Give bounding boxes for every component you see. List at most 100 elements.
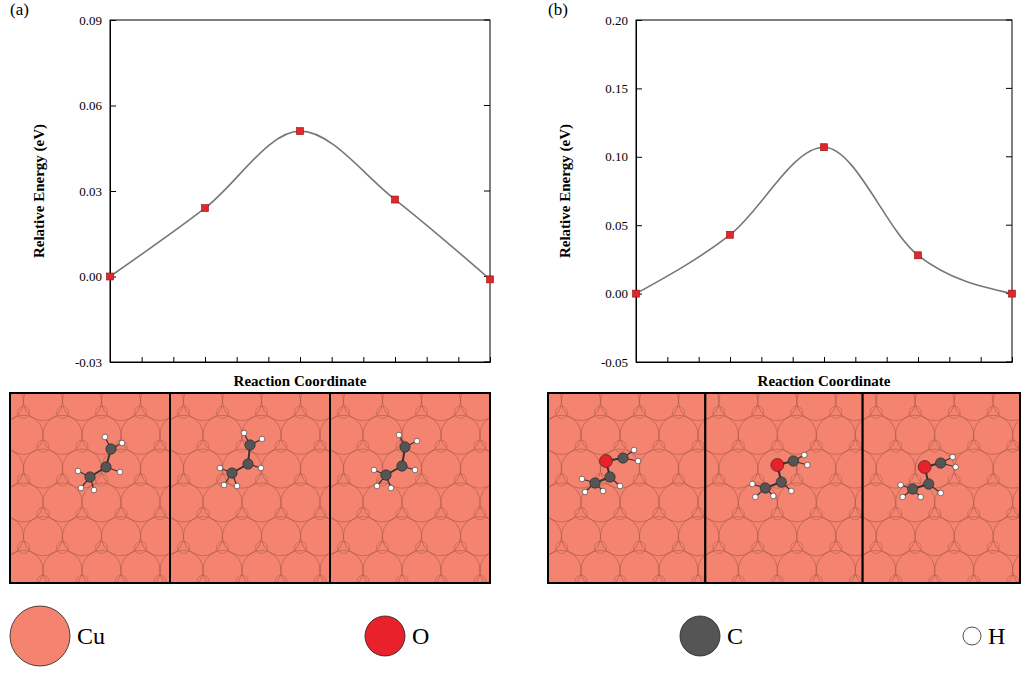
cu-atom	[281, 551, 320, 584]
cu-subsurface	[673, 474, 685, 486]
x-tick-mark	[395, 357, 396, 362]
energy-point	[297, 128, 304, 135]
cu-atom	[301, 517, 331, 556]
x-tick	[458, 357, 459, 362]
cu-subsurface	[115, 508, 127, 520]
cu-subsurface	[416, 406, 428, 418]
x-tick	[855, 357, 856, 362]
cu-atom	[1013, 483, 1020, 522]
energy-point	[487, 276, 494, 283]
x-axis-title: Reaction Coordinate	[758, 373, 891, 389]
legend-label: Cu	[77, 623, 105, 649]
y-tick: 0.03	[79, 184, 116, 199]
cu-atom	[719, 449, 758, 488]
y-tick: 0.20	[605, 13, 642, 28]
cu-atom	[876, 517, 915, 556]
cu-atom	[141, 449, 171, 488]
cu-atom	[203, 415, 242, 454]
adsorbate	[579, 447, 641, 495]
h-atom	[221, 482, 227, 488]
x-tick	[887, 357, 888, 362]
cu-atom	[816, 483, 855, 522]
c-atom	[245, 440, 255, 450]
cu-surface	[10, 393, 170, 583]
cu-atom	[581, 415, 620, 454]
h-atom	[950, 454, 956, 460]
cu-subsurface	[96, 406, 108, 418]
h-atom	[91, 487, 97, 493]
c-atom	[935, 458, 945, 468]
cu-subsurface	[849, 440, 861, 452]
cu-atom	[836, 449, 863, 488]
cu-subsurface	[154, 508, 166, 520]
cu-atom	[320, 551, 330, 584]
cu-subsurface	[416, 542, 428, 554]
cu-atom	[184, 449, 223, 488]
cu-atom	[170, 415, 203, 454]
cu-atom	[863, 415, 896, 454]
cu-atom	[402, 551, 441, 584]
cu-subsurface	[37, 440, 49, 452]
cu-subsurface	[713, 474, 725, 486]
cu-atom	[422, 517, 461, 556]
cu-atom	[581, 483, 620, 522]
cu-subsurface	[653, 508, 665, 520]
cu-atom	[777, 483, 816, 522]
cu-atom	[441, 415, 480, 454]
x-tick-mark	[268, 357, 269, 362]
h-atom	[635, 458, 641, 464]
h-atom	[388, 485, 394, 491]
cu-atom	[203, 483, 242, 522]
c-atom	[788, 456, 798, 466]
cu-atom	[141, 517, 171, 556]
cu-atom	[562, 449, 601, 488]
cu-atom	[659, 415, 698, 454]
h-atom	[217, 465, 223, 471]
cu-atom	[935, 415, 974, 454]
energy-point	[821, 144, 828, 151]
h-atom	[600, 488, 606, 494]
x-tick	[793, 357, 794, 362]
cu-atom	[43, 551, 82, 584]
cu-subsurface	[673, 542, 685, 554]
legend-item: Cu	[10, 606, 105, 666]
x-tick-mark	[730, 357, 731, 362]
cu-subsurface	[732, 440, 744, 452]
structure-frame	[106, 348, 561, 657]
cu-subsurface	[154, 440, 166, 452]
h-atom	[412, 467, 418, 473]
cu-atom	[705, 415, 738, 454]
x-tick-mark	[300, 357, 301, 362]
cu-atom	[855, 551, 862, 584]
cu-atom	[620, 483, 659, 522]
x-tick	[761, 357, 762, 362]
h-atom	[918, 494, 924, 500]
cu-subsurface	[634, 542, 646, 554]
adsorbate	[750, 452, 811, 500]
cu-atom	[993, 517, 1020, 556]
cu-subsurface	[1007, 440, 1019, 452]
y-tick-label: 0.20	[605, 13, 628, 28]
h-atom	[898, 482, 904, 488]
cu-subsurface	[614, 440, 626, 452]
cu-atom	[223, 517, 262, 556]
cu-subsurface	[396, 508, 408, 520]
cu-atom	[43, 415, 82, 454]
cu-subsurface	[338, 406, 350, 418]
cu-atom	[679, 393, 706, 421]
cu-subsurface	[76, 508, 88, 520]
y-tick-label: 0.05	[605, 218, 628, 233]
x-tick-mark	[699, 357, 700, 362]
cu-subsurface	[197, 440, 209, 452]
energy-line	[110, 131, 490, 279]
cu-subsurface	[653, 440, 665, 452]
cu-subsurface	[692, 440, 704, 452]
y-axis: -0.030.000.030.060.09	[75, 13, 116, 370]
cu-atom	[363, 551, 402, 584]
cu-atom	[863, 517, 877, 556]
figure: -0.030.000.030.060.09 Reaction Coordinate…	[0, 0, 1027, 675]
cu-atom	[383, 517, 422, 556]
x-tick	[730, 357, 731, 362]
cu-atom	[10, 483, 43, 522]
cu-subsurface	[771, 508, 783, 520]
